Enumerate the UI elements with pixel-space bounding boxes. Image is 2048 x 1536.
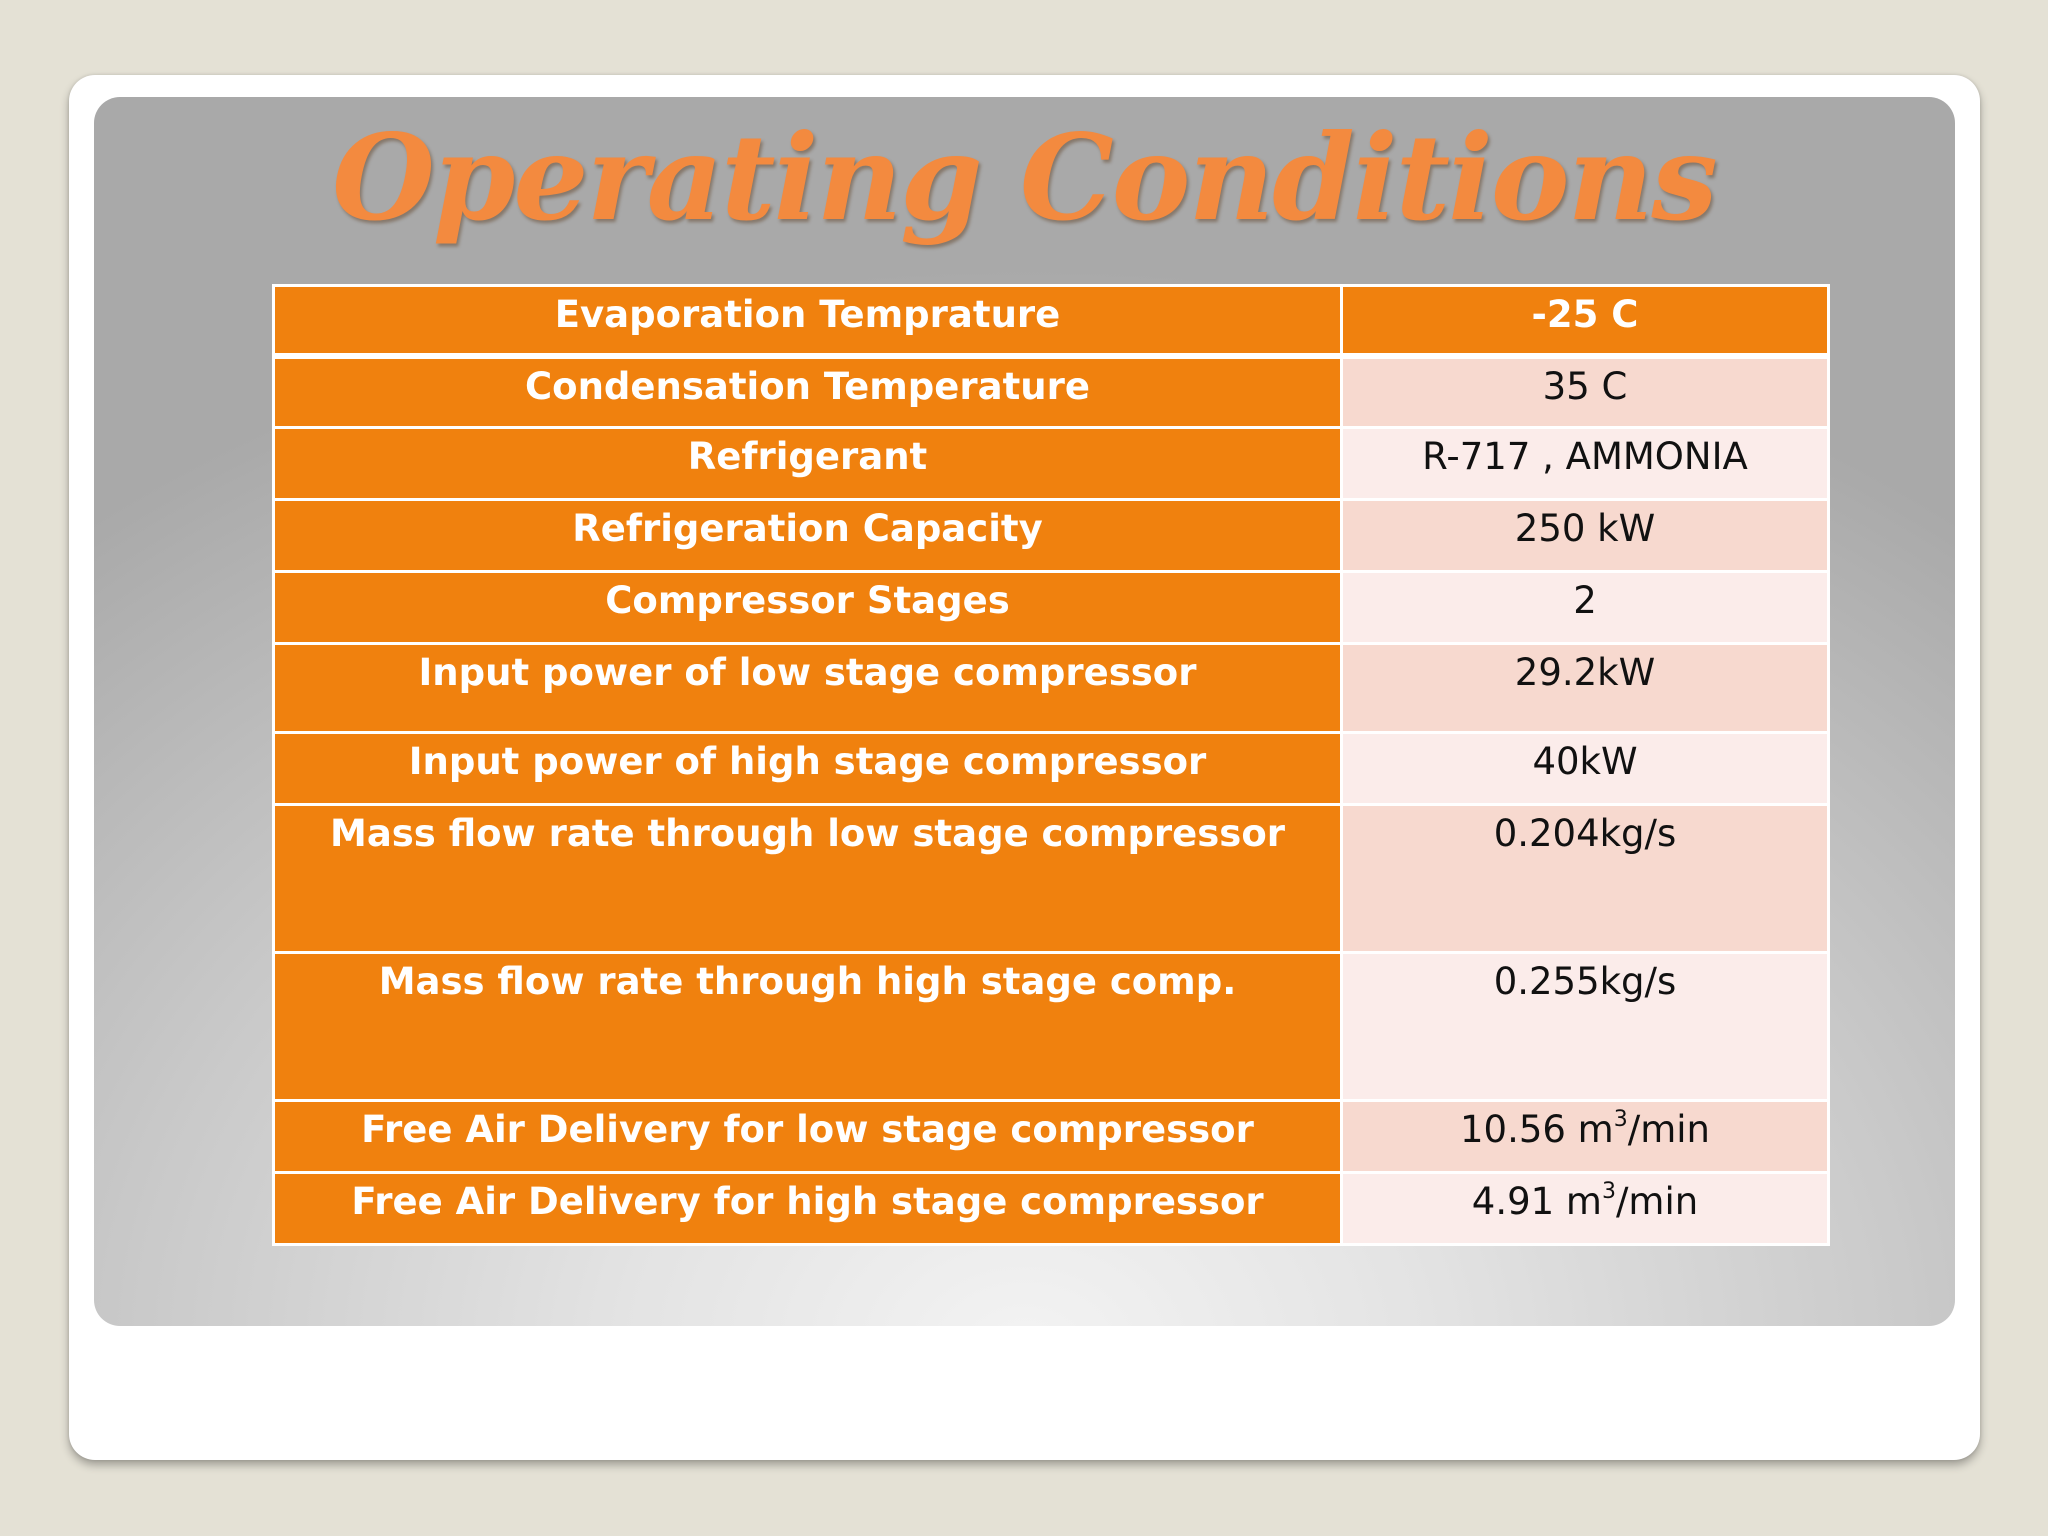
row-value: 29.2kW	[1340, 642, 1830, 734]
table-row: Evaporation Temprature -25 C	[272, 284, 1830, 359]
row-value: 0.255kg/s	[1340, 951, 1830, 1102]
row-label: Refrigeration Capacity	[272, 498, 1343, 573]
row-label: Refrigerant	[272, 426, 1343, 501]
row-value: 4.91 m3/min	[1340, 1171, 1830, 1246]
table-row: Free Air Delivery for high stage compres…	[272, 1171, 1830, 1246]
table-row: Mass flow rate through low stage compres…	[272, 803, 1830, 954]
row-label: Evaporation Temprature	[272, 284, 1343, 359]
row-value: 10.56 m3/min	[1340, 1099, 1830, 1174]
row-label: Input power of high stage compressor	[272, 731, 1343, 806]
table-row: Mass flow rate through high stage comp. …	[272, 951, 1830, 1102]
value-exponent: 3	[1601, 1179, 1616, 1204]
table-row: Input power of low stage compressor 29.2…	[272, 642, 1830, 734]
value-exponent: 3	[1613, 1107, 1628, 1132]
row-label: Condensation Temperature	[272, 354, 1343, 429]
row-label: Input power of low stage compressor	[272, 642, 1343, 734]
table-row: Input power of high stage compressor 40k…	[272, 731, 1830, 806]
row-label: Mass flow rate through high stage comp.	[272, 951, 1343, 1102]
row-label: Free Air Delivery for high stage compres…	[272, 1171, 1343, 1246]
value-number: 10.56 m	[1460, 1108, 1614, 1151]
row-value: 2	[1340, 570, 1830, 645]
row-value: R-717 , AMMONIA	[1340, 426, 1830, 501]
table-row: Refrigerant R-717 , AMMONIA	[272, 426, 1830, 501]
table-row: Refrigeration Capacity 250 kW	[272, 498, 1830, 573]
row-value: 40kW	[1340, 731, 1830, 806]
value-unit: /min	[1615, 1180, 1699, 1223]
row-label: Compressor Stages	[272, 570, 1343, 645]
row-value: 0.204kg/s	[1340, 803, 1830, 954]
value-unit: /min	[1627, 1108, 1710, 1151]
row-label: Free Air Delivery for low stage compress…	[272, 1099, 1343, 1174]
row-value: 35 C	[1340, 354, 1830, 429]
row-value: -25 C	[1340, 284, 1830, 359]
slide-title: Operating Conditions	[332, 108, 1718, 247]
table-row: Free Air Delivery for low stage compress…	[272, 1099, 1830, 1174]
table-row: Compressor Stages 2	[272, 570, 1830, 645]
value-number: 4.91 m	[1471, 1180, 1602, 1223]
table-row: Condensation Temperature 35 C	[272, 354, 1830, 429]
operating-conditions-table: Evaporation Temprature -25 C Condensatio…	[272, 284, 1830, 1246]
row-value: 250 kW	[1340, 498, 1830, 573]
row-label: Mass flow rate through low stage compres…	[272, 803, 1343, 954]
